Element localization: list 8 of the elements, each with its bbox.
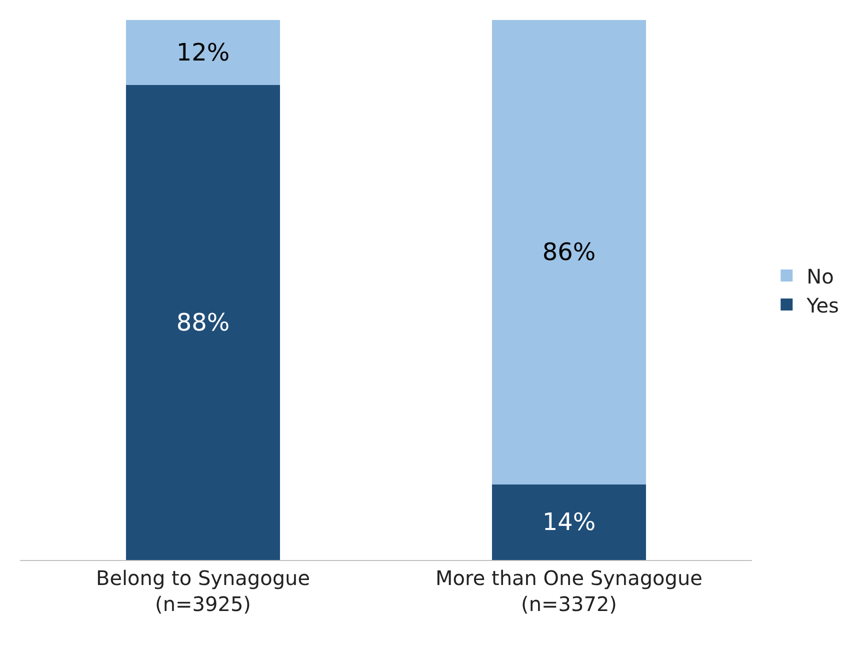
data-label: 86% — [542, 238, 596, 266]
legend-label: Yes — [806, 293, 839, 318]
data-label: 88% — [176, 308, 230, 336]
data-label: 12% — [176, 38, 230, 66]
x-tick-label: More than One Synagogue (n=3372) — [436, 566, 702, 616]
data-label: 14% — [542, 508, 596, 536]
x-tick-label: Belong to Synagogue (n=3925) — [96, 566, 310, 616]
legend-label: No — [806, 264, 834, 288]
